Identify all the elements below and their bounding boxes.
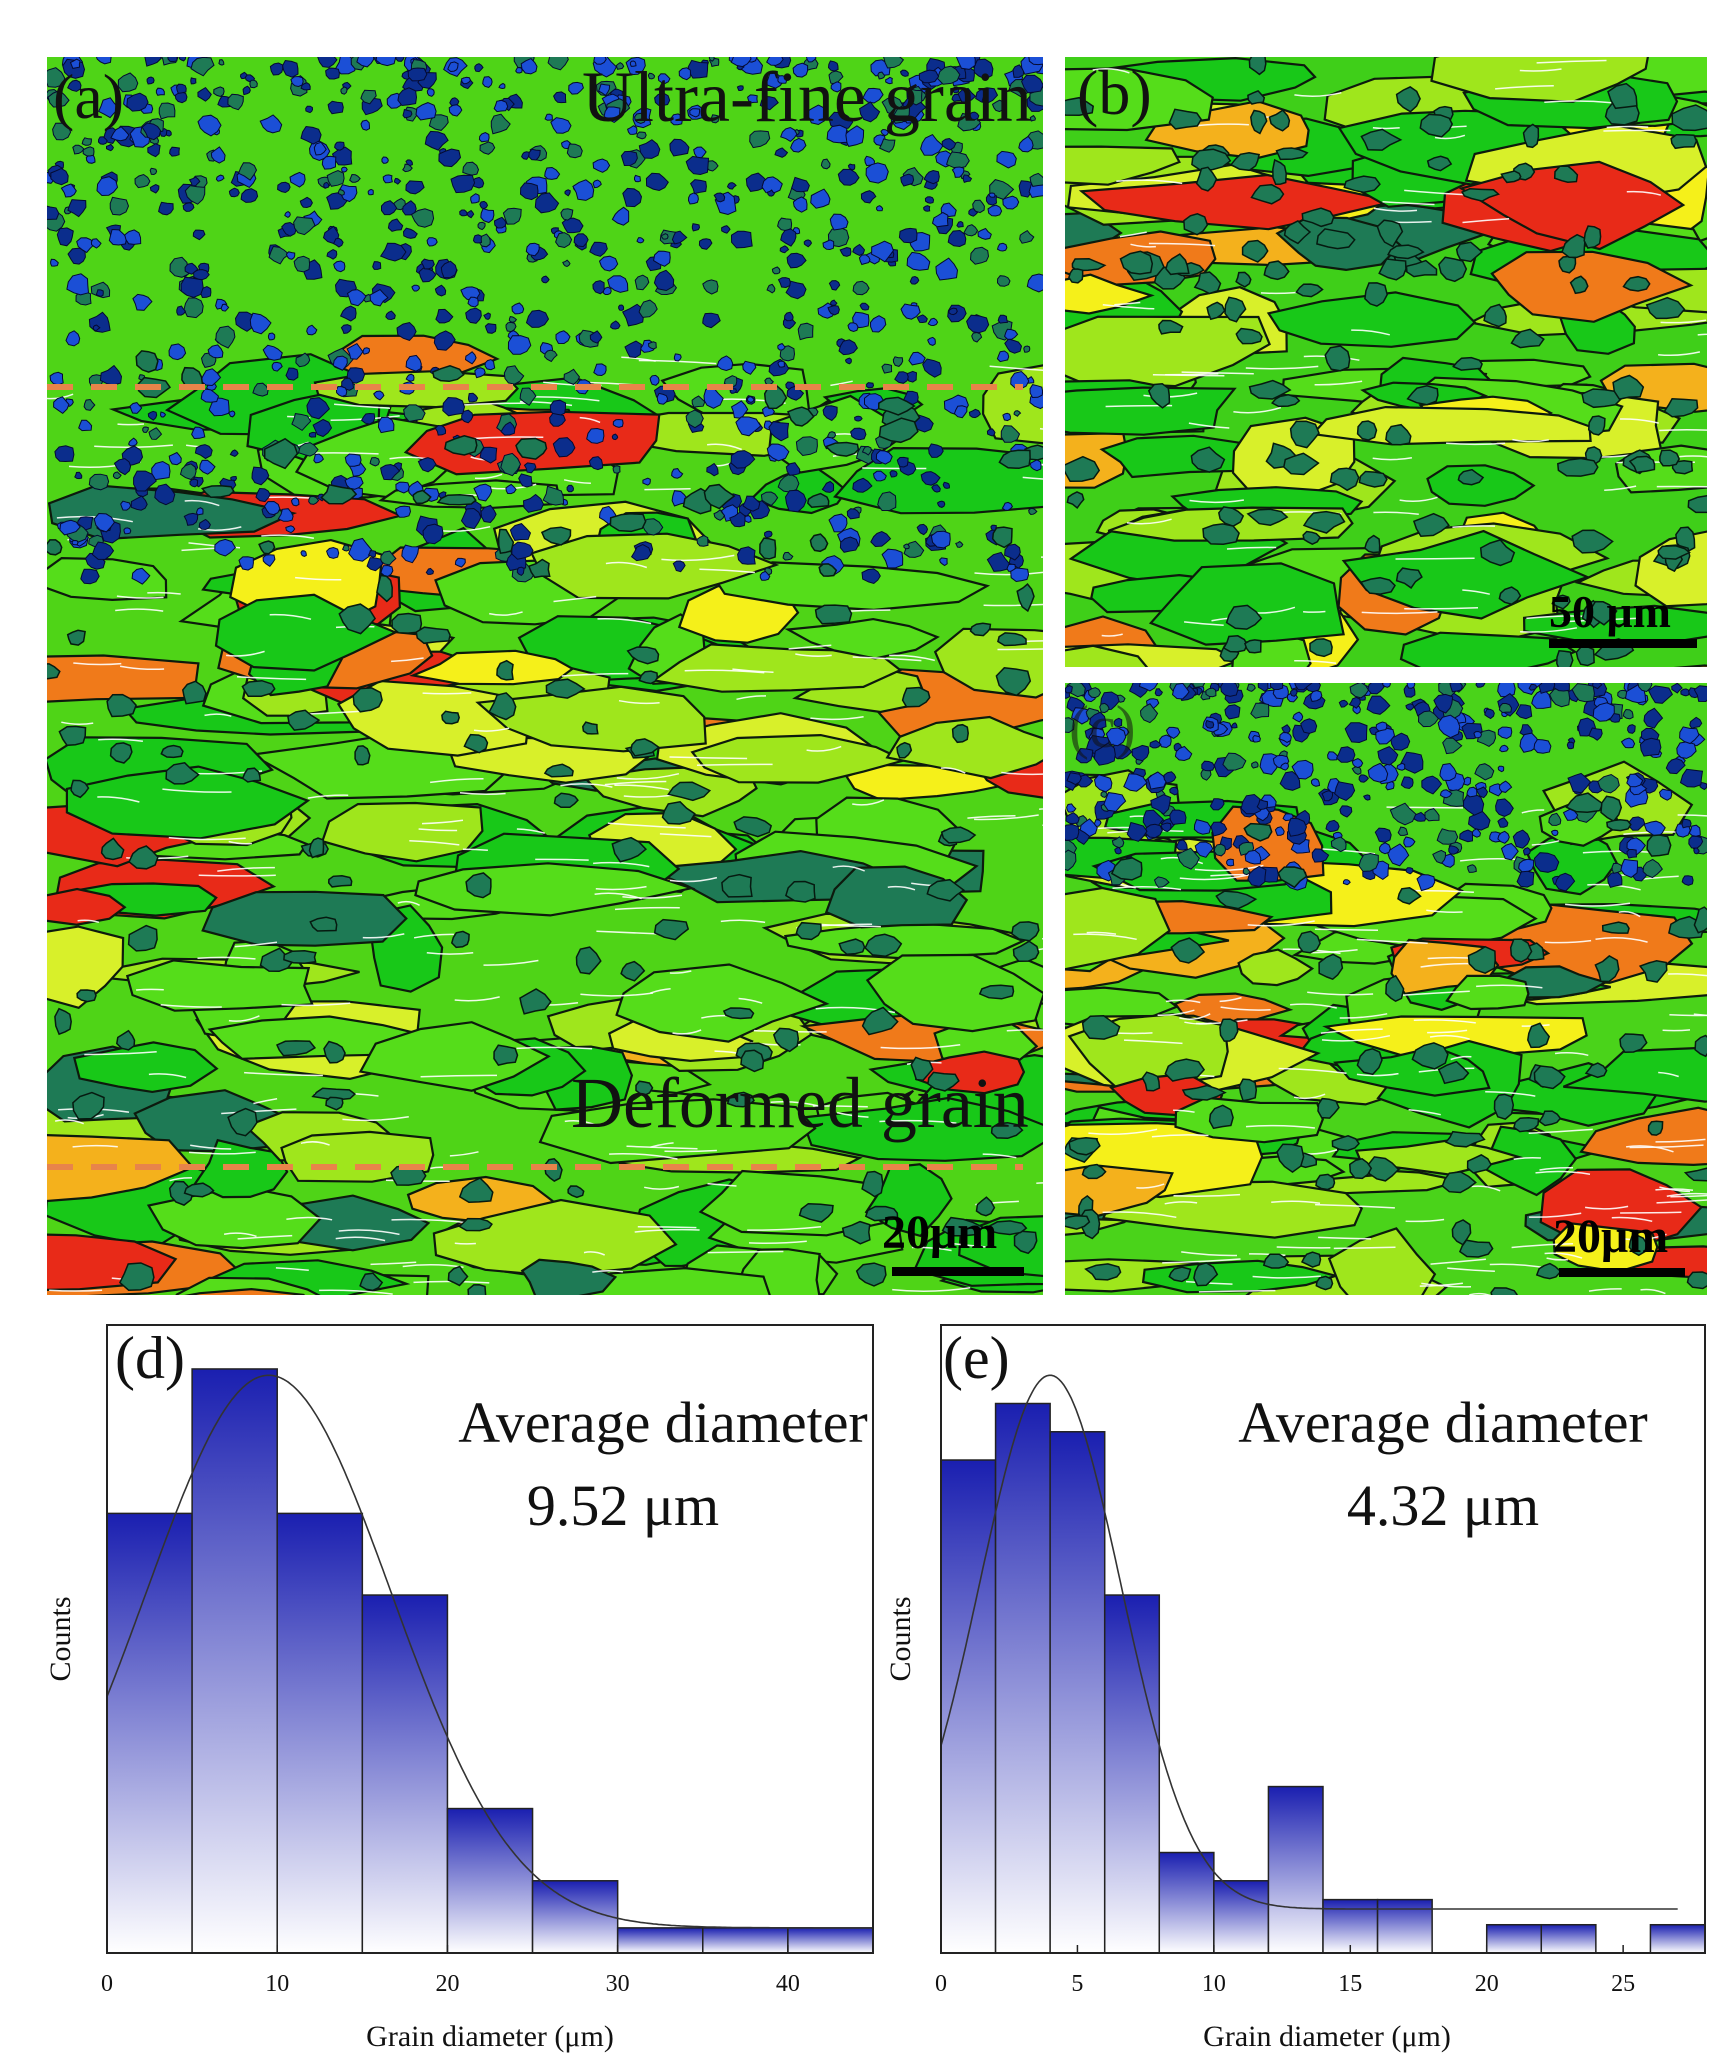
histogram-bar xyxy=(531,1880,619,1954)
histogram-bar xyxy=(1158,1851,1215,1954)
plot-frame-outline xyxy=(106,1324,874,1954)
scale-bar-b xyxy=(1549,639,1697,648)
ebsd-map-a-image xyxy=(47,57,1043,1295)
x-tick-label: 10 xyxy=(1202,1971,1226,1997)
histogram-bar xyxy=(940,1459,997,1954)
histogram-bar xyxy=(1049,1431,1106,1954)
histogram-bar xyxy=(702,1927,789,1954)
x-tick-label: 10 xyxy=(265,1971,289,1997)
x-tick-label: 30 xyxy=(606,1971,630,1997)
histogram-bar xyxy=(446,1807,534,1954)
bars xyxy=(106,1368,874,1954)
histogram-bar xyxy=(1267,1785,1324,1954)
histogram-bar xyxy=(1103,1594,1161,1954)
histogram-bar xyxy=(106,1512,193,1954)
average-diameter-label-e: Average diameter xyxy=(1238,1390,1648,1455)
panel-label-c: (c) xyxy=(1069,694,1136,760)
plot-frame-outline xyxy=(940,1324,1706,1954)
histogram-bar xyxy=(191,1368,278,1954)
deformed-grain-annotation: Deformed grain xyxy=(571,1063,1029,1143)
average-diameter-value-e: 4.32 μm xyxy=(1347,1473,1539,1538)
x-tick-label: 40 xyxy=(776,1971,800,1997)
histogram-bar xyxy=(1540,1923,1597,1954)
gaussian-fit-curve xyxy=(940,1374,1678,1910)
histogram-e-svg: 0 5 10 15 20 25 (e) Average diameter 4.32 μm … xyxy=(884,1324,1706,2053)
histogram-bar xyxy=(1322,1898,1379,1954)
x-axis-label-e: Grain diameter (μm) xyxy=(1203,2020,1451,2053)
scale-bar-a xyxy=(892,1267,1024,1276)
panel-label-a: (a) xyxy=(53,61,125,132)
histogram-bar xyxy=(276,1512,364,1954)
ultra-fine-grain-annotation: Ultra-fine grain xyxy=(582,57,1032,137)
ebsd-map-a: (a) Ultra-fine grain Deformed grain 20μm xyxy=(47,57,1043,1295)
ebsd-map-c-image xyxy=(1065,683,1707,1295)
y-axis-label-e: Counts xyxy=(884,1596,917,1681)
x-tick-label: 15 xyxy=(1338,1971,1362,1997)
x-ticks: 0 10 20 30 40 xyxy=(101,1945,800,1997)
histogram-d-svg: 0 10 20 30 40 (d) Average diameter 9.52 μm G… xyxy=(44,1324,874,2053)
histogram-bar xyxy=(1376,1898,1433,1954)
histogram-bar xyxy=(361,1594,449,1954)
x-tick-label: 0 xyxy=(935,1971,947,1997)
y-axis-label-d: Counts xyxy=(44,1596,77,1681)
histogram-bar xyxy=(787,1927,874,1954)
scale-label-c: 20μm xyxy=(1553,1210,1669,1263)
x-axis-label-d: Grain diameter (μm) xyxy=(366,2020,614,2053)
panel-label-e: (e) xyxy=(943,1325,1010,1391)
ebsd-map-b: (b) 50 μm xyxy=(1065,57,1707,667)
ebsd-map-c: (c) 20μm xyxy=(1065,683,1707,1295)
histogram-bar xyxy=(1485,1923,1543,1954)
x-ticks: 0 5 10 15 20 25 xyxy=(935,1945,1635,1997)
histogram-e: 0 5 10 15 20 25 (e) Average diameter 4.32 μm … xyxy=(880,1310,1729,2060)
histogram-bar xyxy=(1213,1880,1270,1954)
histogram-d: 0 10 20 30 40 (d) Average diameter 9.52 μm G… xyxy=(40,1310,890,2060)
panel-label-b: (b) xyxy=(1077,57,1152,128)
scale-label-a: 20μm xyxy=(882,1206,998,1259)
average-diameter-value-d: 9.52 μm xyxy=(527,1473,719,1538)
ebsd-map-b-image xyxy=(1065,57,1707,667)
bars xyxy=(940,1402,1706,1954)
panel-label-d: (d) xyxy=(115,1325,185,1391)
histogram-bar xyxy=(994,1402,1051,1954)
scale-label-b: 50 μm xyxy=(1549,586,1671,637)
x-tick-label: 20 xyxy=(1475,1971,1499,1997)
x-tick-label: 25 xyxy=(1611,1971,1635,1997)
average-diameter-label-d: Average diameter xyxy=(458,1390,868,1455)
scale-bar-c xyxy=(1559,1268,1685,1277)
x-tick-label: 5 xyxy=(1071,1971,1083,1997)
x-tick-label: 0 xyxy=(101,1971,113,1997)
gaussian-fit-curve xyxy=(106,1374,873,1929)
x-tick-label: 20 xyxy=(435,1971,459,1997)
histogram-bar xyxy=(616,1927,704,1954)
histogram-bar xyxy=(1649,1923,1706,1954)
